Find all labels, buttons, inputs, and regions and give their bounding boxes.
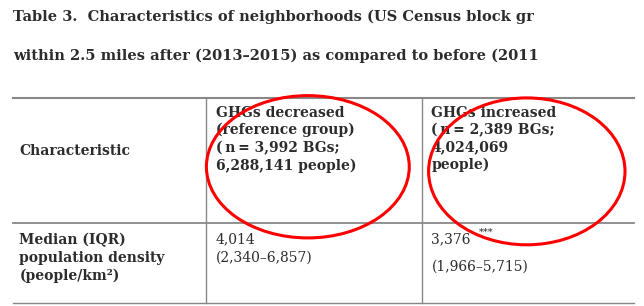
Text: (1,966–5,715): (1,966–5,715) (431, 260, 528, 274)
Text: GHGs increased
( n = 2,389 BGs;
4,024,069
people): GHGs increased ( n = 2,389 BGs; 4,024,06… (431, 106, 556, 172)
Text: within 2.5 miles after (2013–2015) as compared to before (2011: within 2.5 miles after (2013–2015) as co… (13, 49, 538, 63)
Text: Table 3.  Characteristics of neighborhoods (US Census block gr: Table 3. Characteristics of neighborhood… (13, 9, 534, 24)
Text: ***: *** (478, 228, 493, 237)
Text: GHGs decreased
(reference group)
( n = 3,992 BGs;
6,288,141 people): GHGs decreased (reference group) ( n = 3… (216, 106, 356, 173)
Text: 3,376: 3,376 (431, 233, 471, 247)
Text: Median (IQR)
population density
(people/km²): Median (IQR) population density (people/… (19, 233, 165, 283)
Text: 4,014
(2,340–6,857): 4,014 (2,340–6,857) (216, 233, 312, 264)
Text: Characteristic: Characteristic (19, 144, 130, 159)
